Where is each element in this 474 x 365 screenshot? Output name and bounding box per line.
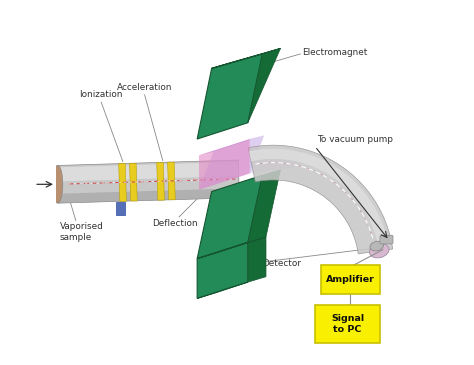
Ellipse shape xyxy=(369,244,389,258)
Polygon shape xyxy=(199,139,250,190)
Text: To vacuum pump: To vacuum pump xyxy=(317,135,392,143)
Polygon shape xyxy=(57,160,239,203)
Polygon shape xyxy=(248,145,392,254)
FancyBboxPatch shape xyxy=(321,265,380,295)
Ellipse shape xyxy=(53,165,63,203)
Ellipse shape xyxy=(370,241,383,251)
Polygon shape xyxy=(197,54,262,139)
Polygon shape xyxy=(118,164,127,201)
Polygon shape xyxy=(197,242,248,299)
Text: Signal
to PC: Signal to PC xyxy=(331,314,364,334)
Text: Acceleration: Acceleration xyxy=(117,83,173,92)
Polygon shape xyxy=(212,49,281,68)
Text: Vaporised
sample: Vaporised sample xyxy=(60,222,103,242)
Polygon shape xyxy=(197,237,266,258)
FancyBboxPatch shape xyxy=(116,203,125,215)
Polygon shape xyxy=(58,188,239,203)
Polygon shape xyxy=(250,150,302,173)
Polygon shape xyxy=(197,175,262,258)
Polygon shape xyxy=(249,149,389,251)
FancyBboxPatch shape xyxy=(380,235,393,244)
Text: Detector: Detector xyxy=(262,260,301,269)
Text: Amplifier: Amplifier xyxy=(326,276,374,284)
Polygon shape xyxy=(248,237,266,282)
Polygon shape xyxy=(248,170,281,242)
Text: Electromagnet: Electromagnet xyxy=(302,47,367,57)
Text: Deflection: Deflection xyxy=(152,219,198,228)
Polygon shape xyxy=(129,163,137,201)
Polygon shape xyxy=(199,135,264,190)
Polygon shape xyxy=(199,135,264,155)
Polygon shape xyxy=(248,49,281,123)
Polygon shape xyxy=(57,162,239,181)
Polygon shape xyxy=(157,162,164,200)
Polygon shape xyxy=(197,282,248,299)
Polygon shape xyxy=(40,180,56,189)
Polygon shape xyxy=(168,162,175,200)
Text: Ionization: Ionization xyxy=(80,90,123,99)
FancyBboxPatch shape xyxy=(315,305,380,343)
